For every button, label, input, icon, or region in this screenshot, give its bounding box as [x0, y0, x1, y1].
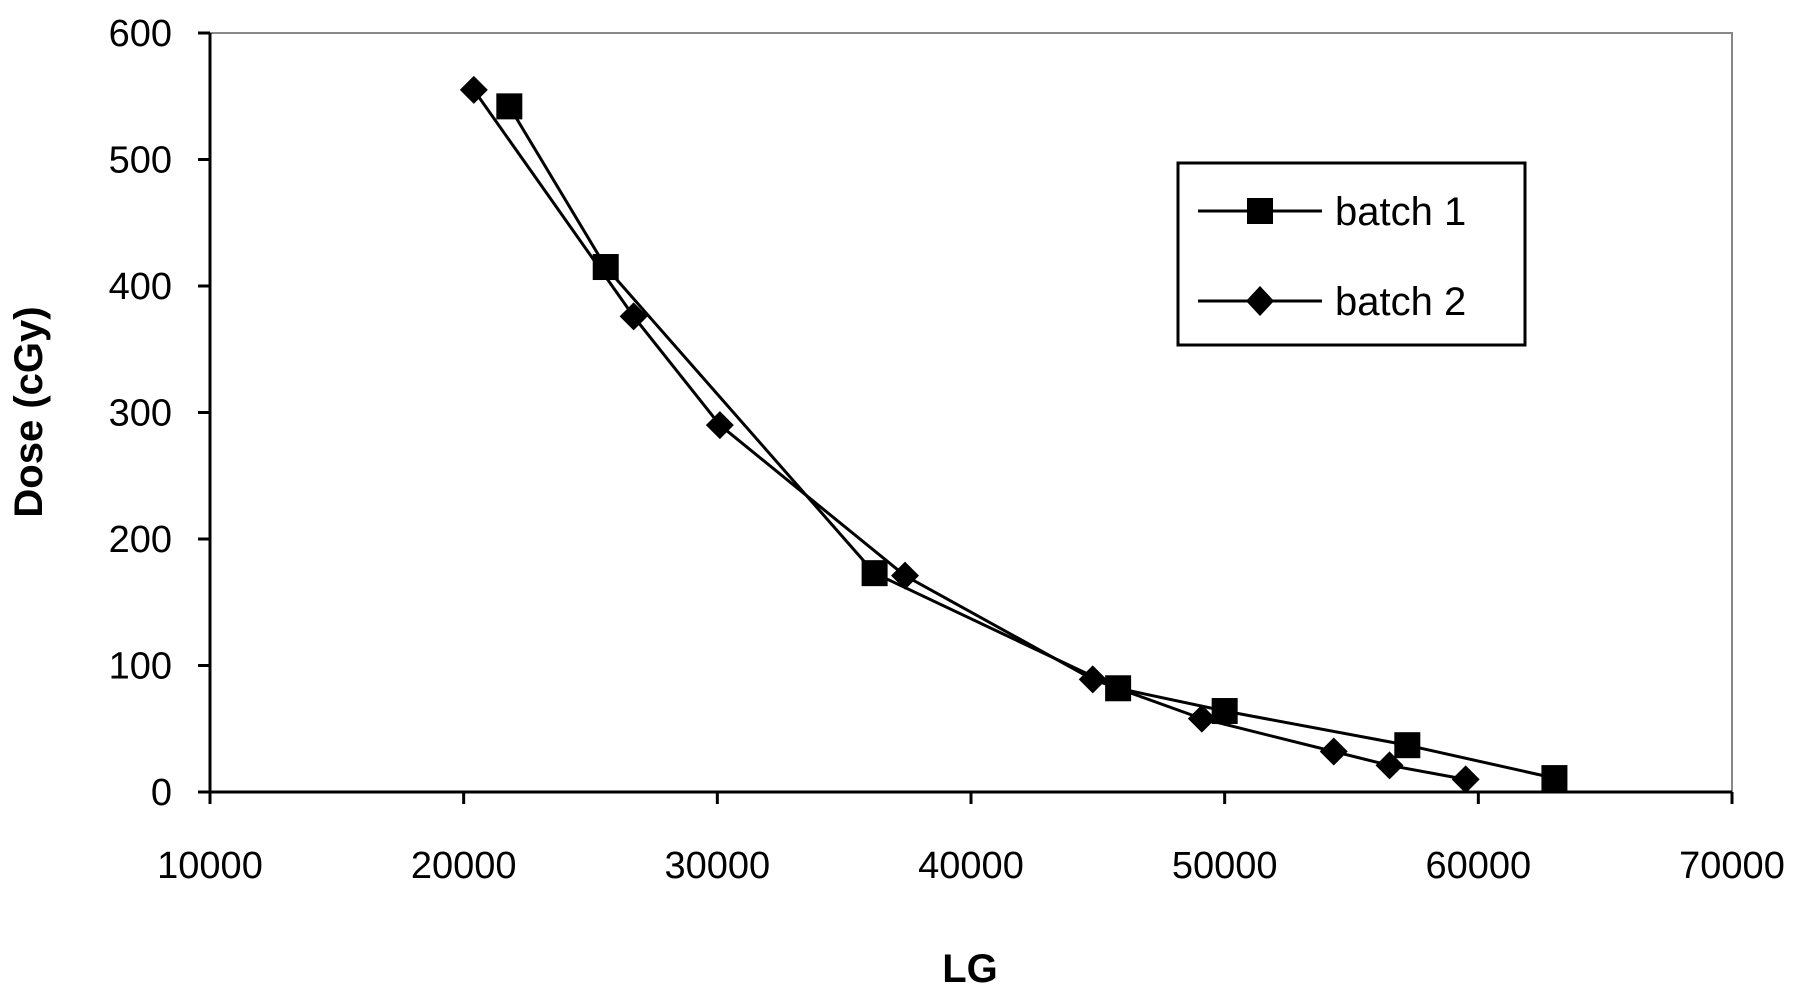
data-point-batch-2: [1451, 765, 1480, 794]
data-point-batch-2: [1319, 737, 1348, 766]
data-point-batch-2: [1375, 751, 1404, 780]
data-point-batch-1: [1211, 698, 1238, 725]
data-point-batch-2: [619, 302, 648, 331]
x-axis: 10000 20000 30000 40000 50000 60000 70000: [157, 790, 1785, 887]
x-tick-label: 70000: [1679, 845, 1785, 887]
data-point-batch-1: [1394, 732, 1421, 759]
x-tick-label: 50000: [1172, 845, 1278, 887]
data-point-batch-1: [861, 560, 888, 587]
data-point-batch-2: [891, 561, 920, 590]
legend-marker-batch-2: [1246, 286, 1274, 316]
legend-box: [1176, 161, 1527, 347]
y-axis-title: Dose (cGy): [7, 306, 51, 517]
x-tick-label: 30000: [664, 845, 770, 887]
x-tick-label: 40000: [918, 845, 1024, 887]
x-axis-title: LG: [942, 947, 998, 991]
x-tick-label: 20000: [411, 845, 517, 887]
y-tick-label: 0: [151, 772, 172, 814]
y-tick-label: 500: [109, 140, 172, 182]
y-axis: 0 100 200 300 400 500 600: [109, 13, 212, 814]
y-tick-label: 600: [109, 13, 172, 55]
legend-label-batch-2: batch 2: [1335, 280, 1466, 324]
data-point-batch-1: [1541, 765, 1568, 792]
x-tick-label: 10000: [157, 845, 263, 887]
plot-area: [209, 32, 1733, 793]
data-point-batch-2: [705, 411, 734, 440]
x-tick-label: 60000: [1425, 845, 1531, 887]
y-tick-label: 400: [109, 266, 172, 308]
data-point-batch-2: [1078, 665, 1107, 694]
legend-marker-batch-1: [1247, 198, 1273, 224]
series-layer: [459, 75, 1568, 794]
data-point-batch-2: [459, 75, 488, 104]
data-point-batch-1: [496, 93, 523, 120]
legend: batch 1 batch 2: [1176, 161, 1527, 347]
y-tick-label: 200: [109, 519, 172, 561]
legend-label-batch-1: batch 1: [1335, 190, 1466, 234]
y-tick-label: 300: [109, 393, 172, 435]
y-tick-label: 100: [109, 646, 172, 688]
data-point-batch-2: [1187, 704, 1216, 733]
